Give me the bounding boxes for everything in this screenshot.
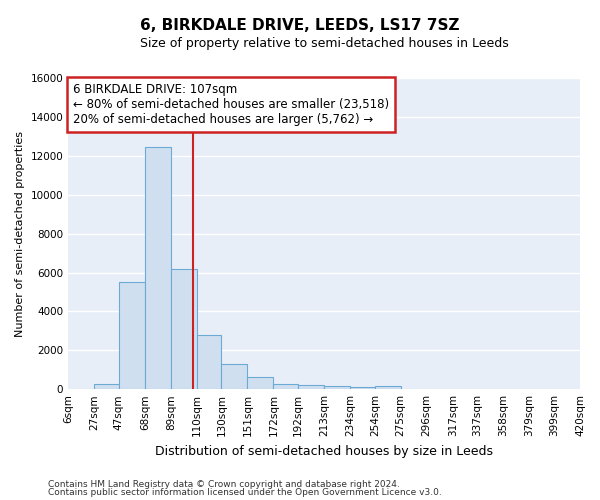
Bar — [221, 364, 247, 389]
Bar — [145, 147, 171, 389]
Text: 6 BIRKDALE DRIVE: 107sqm
← 80% of semi-detached houses are smaller (23,518)
20% : 6 BIRKDALE DRIVE: 107sqm ← 80% of semi-d… — [73, 82, 389, 126]
X-axis label: Distribution of semi-detached houses by size in Leeds: Distribution of semi-detached houses by … — [155, 444, 493, 458]
Bar — [197, 334, 221, 389]
Title: Size of property relative to semi-detached houses in Leeds: Size of property relative to semi-detach… — [140, 38, 508, 51]
Text: Contains public sector information licensed under the Open Government Licence v3: Contains public sector information licen… — [48, 488, 442, 497]
Text: 6, BIRKDALE DRIVE, LEEDS, LS17 7SZ: 6, BIRKDALE DRIVE, LEEDS, LS17 7SZ — [140, 18, 460, 32]
Bar — [171, 268, 197, 389]
Bar — [324, 386, 350, 389]
Bar — [247, 377, 274, 389]
Bar — [94, 384, 119, 389]
Text: Contains HM Land Registry data © Crown copyright and database right 2024.: Contains HM Land Registry data © Crown c… — [48, 480, 400, 489]
Bar — [298, 386, 324, 389]
Y-axis label: Number of semi-detached properties: Number of semi-detached properties — [15, 130, 25, 336]
Bar — [350, 387, 375, 389]
Bar — [375, 386, 401, 389]
Bar — [119, 282, 145, 389]
Bar — [274, 384, 298, 389]
